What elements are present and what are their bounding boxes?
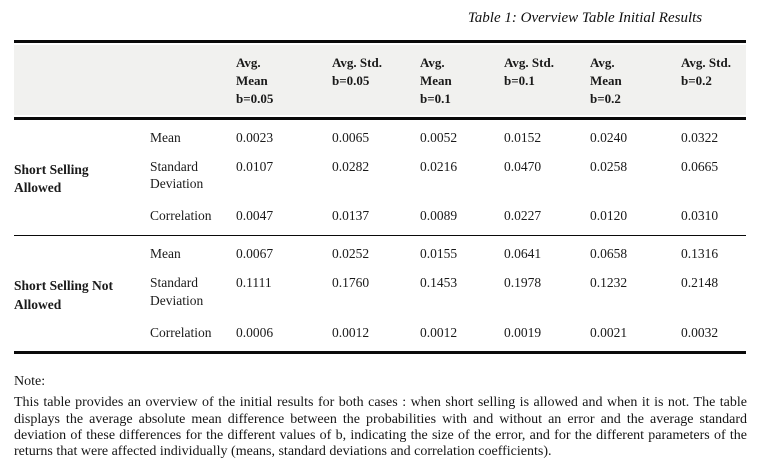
- row-label: Correlation: [150, 324, 212, 340]
- data-cell: 0.0658: [590, 235, 681, 268]
- data-cell: 0.0216: [420, 158, 458, 174]
- data-cell: 0.0023: [236, 129, 274, 145]
- group-label-short-selling-not-allowed: Short Selling Not Allowed: [14, 235, 150, 351]
- data-cell: 0.0227: [504, 208, 542, 224]
- table-row: Standard Deviation 0.1111 0.1760 0.1453 …: [14, 268, 746, 319]
- column-header-avg-std-b005: Avg. Std. b=0.05: [332, 40, 420, 120]
- data-cell: 0.0282: [332, 158, 370, 174]
- data-cell: 0.0252: [332, 235, 420, 268]
- table-caption: Table 1: Overview Table Initial Results: [467, 10, 703, 26]
- column-header-avg-std-b02: Avg. Std. b=0.2: [681, 40, 746, 120]
- data-cell: 0.0012: [420, 324, 458, 340]
- data-cell: 0.0089: [420, 208, 458, 224]
- data-cell: 0.0155: [420, 235, 504, 268]
- data-cell: 0.1111: [236, 274, 272, 290]
- group-label-short-selling-allowed: Short Selling Allowed: [14, 162, 89, 196]
- row-label: Standard Deviation: [150, 158, 204, 192]
- column-header-avg-mean-b005: Avg. Mean b=0.05: [236, 40, 332, 120]
- data-cell: 0.0258: [590, 158, 628, 174]
- row-label: Mean: [150, 129, 181, 145]
- data-cell: 0.0470: [504, 158, 542, 174]
- note-text: This table provides an overview of the i…: [14, 395, 747, 460]
- data-cell: 0.0047: [236, 208, 274, 224]
- note-heading: Note:: [14, 374, 46, 390]
- column-header-avg-mean-b01: Avg. Mean b=0.1: [420, 40, 504, 120]
- data-cell: 0.0065: [332, 129, 370, 145]
- data-cell: 0.0137: [332, 208, 370, 224]
- data-cell: 0.0240: [590, 129, 628, 145]
- data-cell: 0.1232: [590, 274, 628, 290]
- data-cell: 0.1316: [681, 235, 746, 268]
- data-cell: 0.0107: [236, 158, 274, 174]
- table-row: Standard Deviation 0.0107 0.0282 0.0216 …: [14, 152, 746, 203]
- data-cell: 0.1760: [332, 274, 370, 290]
- data-cell: 0.0322: [681, 129, 719, 145]
- data-cell: 0.0641: [504, 235, 590, 268]
- data-cell: 0.0021: [590, 324, 628, 340]
- data-cell: 0.2148: [681, 274, 719, 290]
- data-cell: 0.0052: [420, 129, 458, 145]
- header-spacer: [14, 40, 150, 120]
- data-cell: 0.0120: [590, 208, 628, 224]
- data-cell: 0.0067: [236, 235, 332, 268]
- data-cell: 0.1978: [504, 274, 542, 290]
- note-section: Note: This table provides an overview of…: [14, 374, 747, 460]
- results-table: Avg. Mean b=0.05 Avg. Std. b=0.05 Avg. M…: [14, 40, 746, 355]
- data-cell: 0.1453: [420, 274, 458, 290]
- table-row: Short Selling Allowed Mean 0.0023 0.0065…: [14, 120, 746, 196]
- data-cell: 0.0006: [236, 324, 274, 340]
- data-cell: 0.0019: [504, 324, 542, 340]
- row-label: Standard Deviation: [150, 274, 204, 308]
- table-row: Correlation 0.0006 0.0012 0.0012 0.0019 …: [14, 319, 746, 352]
- data-cell: 0.0012: [332, 324, 370, 340]
- table-row: Short Selling Not Allowed Mean 0.0067 0.…: [14, 235, 746, 312]
- data-cell: 0.0310: [681, 208, 719, 224]
- table-row: Correlation 0.0047 0.0137 0.0089 0.0227 …: [14, 202, 746, 235]
- row-label: Mean: [150, 235, 236, 268]
- column-header-avg-mean-b02: Avg. Mean b=0.2: [590, 40, 681, 120]
- header-row: Avg. Mean b=0.05 Avg. Std. b=0.05 Avg. M…: [14, 40, 746, 120]
- header-spacer: [150, 40, 236, 120]
- data-cell: 0.0032: [681, 324, 719, 340]
- row-label: Correlation: [150, 208, 212, 224]
- data-cell: 0.0665: [681, 158, 719, 174]
- column-header-avg-std-b01: Avg. Std. b=0.1: [504, 40, 590, 120]
- data-cell: 0.0152: [504, 129, 542, 145]
